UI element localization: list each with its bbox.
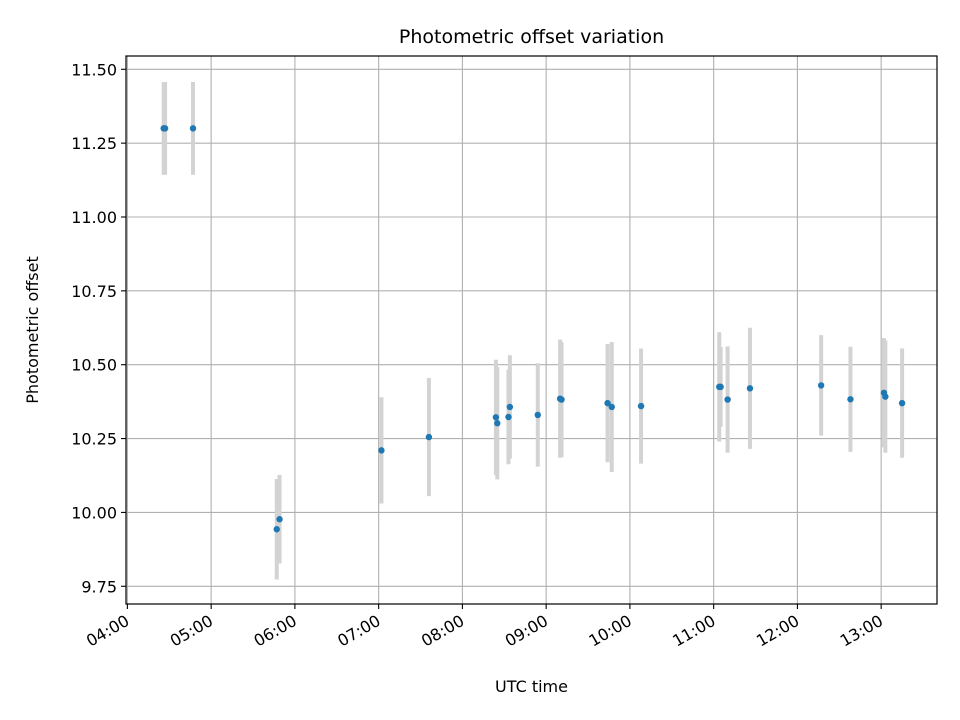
y-tick-label: 10.00	[71, 503, 117, 522]
y-axis-label: Photometric offset	[23, 256, 42, 404]
data-point	[724, 396, 731, 403]
data-point	[425, 433, 433, 441]
data-point	[506, 403, 514, 411]
data-point	[492, 414, 500, 421]
data-point	[558, 396, 565, 403]
data-point	[898, 399, 906, 407]
y-tick-label: 9.75	[81, 577, 117, 596]
data-points	[160, 125, 906, 533]
data-point	[494, 420, 501, 427]
plot-frame	[125, 55, 938, 605]
data-point	[505, 413, 512, 421]
data-point	[817, 382, 825, 389]
grid	[126, 56, 937, 604]
data-point	[534, 411, 541, 419]
data-point	[604, 399, 611, 407]
data-point	[717, 383, 724, 391]
chart-title: Photometric offset variation	[399, 26, 664, 48]
data-point	[746, 385, 754, 392]
y-axis-ticks: 9.75 10.00 10.25 10.50 10.75 11.00 11.25 11.50	[71, 60, 126, 596]
y-tick-label: 10.50	[71, 356, 117, 375]
y-tick-label: 11.50	[71, 60, 117, 79]
data-point	[882, 393, 889, 400]
data-point	[189, 125, 197, 132]
data-point	[273, 526, 280, 533]
data-point	[608, 403, 615, 411]
y-tick-label: 10.25	[71, 430, 117, 449]
y-tick-label: 11.25	[71, 134, 117, 153]
y-tick-label: 10.75	[71, 282, 117, 301]
data-point	[847, 396, 854, 403]
data-point	[161, 125, 169, 132]
data-point	[637, 402, 645, 410]
data-point	[378, 447, 385, 454]
x-axis-label: UTC time	[495, 677, 568, 696]
y-tick-label: 11.00	[71, 208, 117, 227]
data-point	[276, 516, 283, 523]
